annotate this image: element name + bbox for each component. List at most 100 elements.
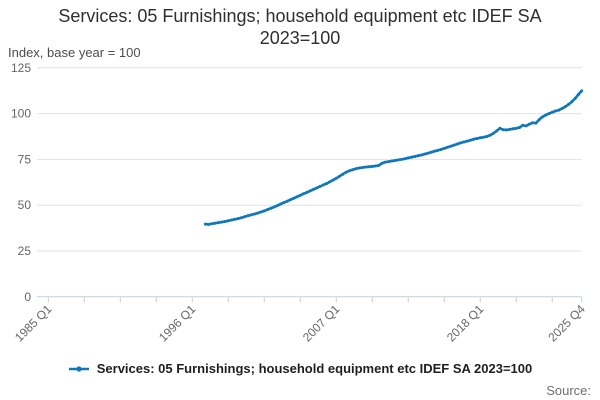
data-point bbox=[455, 142, 459, 146]
data-point bbox=[563, 105, 567, 109]
data-point bbox=[449, 144, 453, 148]
data-point bbox=[416, 154, 420, 158]
data-point bbox=[387, 160, 391, 164]
data-point bbox=[226, 219, 230, 223]
data-point bbox=[488, 133, 492, 137]
data-point bbox=[275, 204, 279, 208]
data-point bbox=[472, 137, 476, 141]
data-point bbox=[370, 164, 374, 168]
data-point bbox=[223, 220, 227, 223]
data-point bbox=[207, 222, 211, 226]
data-point bbox=[361, 166, 364, 169]
data-point bbox=[554, 109, 557, 113]
legend-line-marker-icon bbox=[68, 365, 89, 372]
data-point bbox=[423, 152, 427, 156]
data-point bbox=[534, 121, 538, 125]
data-point bbox=[501, 128, 505, 132]
data-point bbox=[544, 113, 548, 117]
data-point bbox=[298, 193, 302, 197]
data-point bbox=[321, 183, 325, 187]
data-point bbox=[540, 115, 544, 119]
data-point bbox=[531, 121, 535, 125]
data-point bbox=[429, 150, 433, 154]
data-point bbox=[485, 135, 489, 138]
y-axis-label: 100 bbox=[11, 107, 31, 121]
data-point bbox=[521, 123, 525, 127]
data-point bbox=[233, 217, 237, 221]
data-point bbox=[557, 108, 561, 112]
data-point bbox=[292, 196, 296, 200]
data-point bbox=[357, 166, 361, 170]
data-point bbox=[383, 160, 387, 164]
data-point bbox=[334, 176, 338, 180]
data-point bbox=[527, 122, 531, 126]
data-point bbox=[491, 131, 495, 135]
data-point bbox=[377, 163, 381, 167]
data-point bbox=[364, 165, 368, 169]
chart-title-line2: 2023=100 bbox=[259, 27, 341, 48]
data-point bbox=[338, 174, 341, 178]
data-point bbox=[213, 221, 217, 225]
data-point bbox=[325, 182, 328, 186]
data-point bbox=[436, 148, 440, 152]
data-point bbox=[328, 180, 332, 184]
data-point bbox=[410, 155, 413, 159]
data-point bbox=[511, 127, 515, 131]
data-point bbox=[432, 149, 436, 153]
data-point bbox=[468, 138, 472, 142]
series-line[interactable] bbox=[204, 89, 583, 226]
data-point bbox=[403, 157, 407, 161]
x-axis-label: 1996 Q1 bbox=[156, 302, 199, 345]
data-point bbox=[580, 89, 584, 93]
y-axis-label: 25 bbox=[18, 244, 32, 258]
chart-title-line1: Services: 05 Furnishings; household equi… bbox=[58, 6, 542, 26]
source-label: Source: bbox=[546, 383, 591, 398]
data-point bbox=[524, 124, 528, 128]
x-axis-label: 2007 Q1 bbox=[300, 302, 343, 345]
data-point bbox=[256, 211, 260, 215]
data-point bbox=[504, 128, 508, 132]
series-markers bbox=[203, 89, 584, 226]
y-axis-label: 75 bbox=[18, 152, 32, 166]
data-point bbox=[285, 199, 289, 203]
chart-legend[interactable]: Services: 05 Furnishings; household equi… bbox=[0, 361, 600, 376]
data-point bbox=[272, 205, 276, 209]
data-point bbox=[390, 159, 394, 163]
legend-series-label: Services: 05 Furnishings; household equi… bbox=[96, 361, 533, 376]
data-point bbox=[302, 192, 305, 196]
data-point bbox=[344, 170, 348, 174]
data-point bbox=[249, 213, 253, 217]
data-point bbox=[341, 172, 345, 176]
data-point bbox=[439, 148, 443, 151]
data-point bbox=[380, 161, 384, 165]
data-point bbox=[478, 136, 482, 140]
y-axis-label: 50 bbox=[18, 198, 32, 212]
data-point bbox=[393, 159, 397, 162]
data-point bbox=[567, 102, 571, 106]
data-point bbox=[230, 218, 234, 222]
data-point bbox=[550, 110, 554, 114]
data-point bbox=[537, 118, 541, 122]
data-point bbox=[295, 195, 299, 199]
data-point bbox=[419, 153, 423, 157]
x-axis-label: 2025 Q4 bbox=[545, 302, 588, 345]
data-point bbox=[253, 212, 256, 216]
data-point bbox=[239, 216, 243, 220]
line-chart: 0 25 50 75 100 125 1985 Q1 1996 Q1 2007 Q1 2018 Q… bbox=[11, 61, 588, 345]
data-point bbox=[374, 164, 377, 168]
data-point bbox=[508, 127, 512, 131]
data-point bbox=[246, 214, 250, 218]
data-point bbox=[259, 210, 263, 214]
data-point bbox=[465, 139, 469, 143]
y-axis-label: 125 bbox=[11, 61, 31, 75]
data-point bbox=[331, 178, 335, 182]
data-point bbox=[220, 220, 224, 224]
data-point bbox=[570, 100, 574, 104]
data-point bbox=[518, 126, 521, 129]
data-point bbox=[482, 135, 485, 139]
y-axis-unit-label: Index, base year = 100 bbox=[8, 45, 141, 60]
data-point bbox=[308, 189, 312, 193]
data-point bbox=[396, 158, 400, 162]
data-point bbox=[514, 126, 518, 130]
data-point bbox=[459, 141, 463, 145]
